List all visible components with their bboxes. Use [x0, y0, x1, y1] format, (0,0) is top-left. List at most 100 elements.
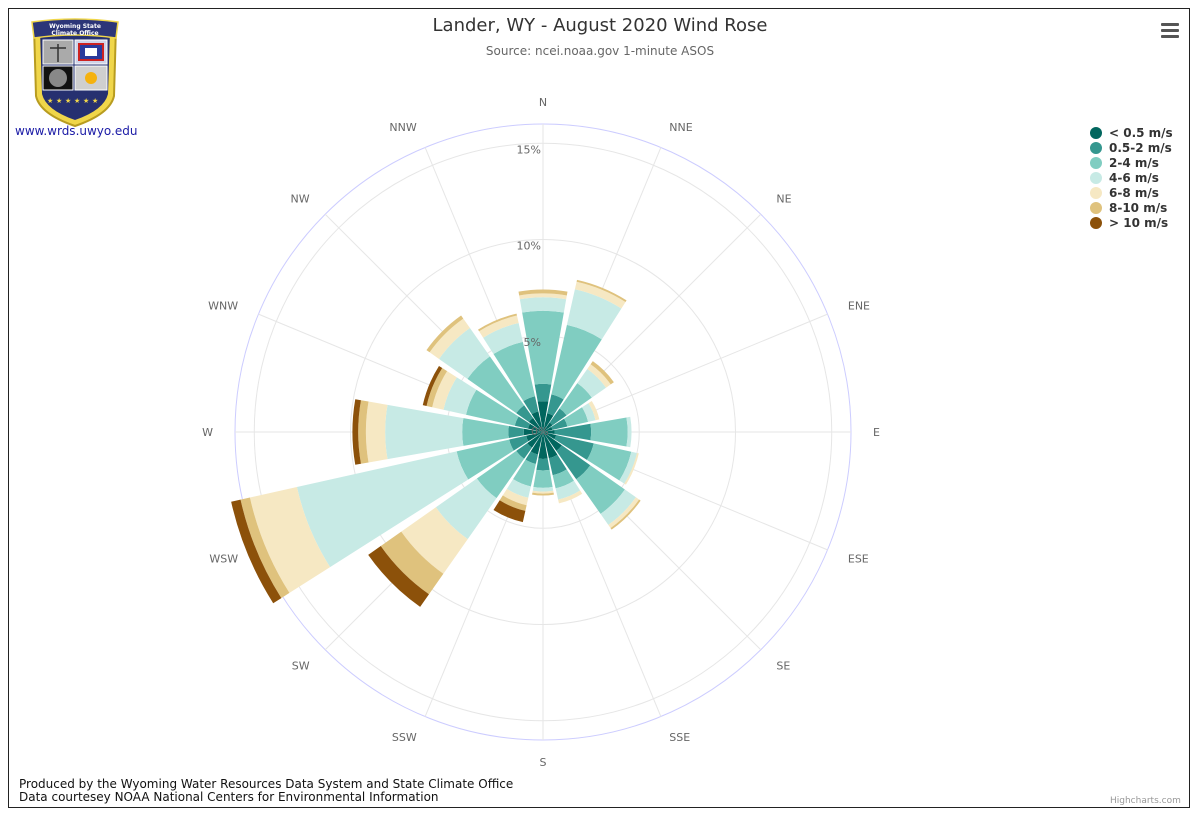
bar-WSW-series-1[interactable]	[509, 435, 529, 451]
bar-W-series-0[interactable]	[523, 428, 543, 436]
bar-SE-series-1[interactable]	[556, 445, 591, 480]
bar-S-series-2[interactable]	[533, 469, 553, 488]
bar-S-series-3[interactable]	[532, 486, 554, 492]
bar-WNW-series-3[interactable]	[443, 377, 477, 415]
bar-WNW-series-2[interactable]	[465, 389, 519, 426]
bar-SW-series-0[interactable]	[527, 432, 543, 448]
bar-NW-series-3[interactable]	[439, 328, 490, 379]
bar-S-series-4[interactable]	[532, 490, 554, 494]
bar-W-series-5[interactable]	[358, 400, 369, 464]
bar-NW-series-2[interactable]	[467, 356, 525, 414]
bar-NNW-series-5[interactable]	[478, 313, 517, 332]
bar-NNW-series-0[interactable]	[531, 411, 543, 432]
bar-E-series-0[interactable]	[543, 430, 555, 434]
legend-item[interactable]: > 10 m/s	[1090, 215, 1173, 230]
bar-NNW-series-3[interactable]	[483, 323, 523, 354]
bar-SW-series-1[interactable]	[516, 443, 532, 459]
bar-WNW-series-6[interactable]	[422, 365, 443, 406]
bar-WSW-series-4[interactable]	[249, 487, 331, 593]
bar-SE-series-2[interactable]	[576, 465, 625, 514]
bar-SE-series-3[interactable]	[600, 489, 636, 525]
bar-ESE-series-3[interactable]	[619, 451, 637, 484]
bar-NNW-series-2[interactable]	[493, 341, 536, 402]
bar-SSE-series-2[interactable]	[552, 469, 574, 489]
bar-SSW-series-5[interactable]	[499, 495, 527, 511]
bar-NE-series-0[interactable]	[543, 422, 553, 432]
legend-item[interactable]: < 0.5 m/s	[1090, 125, 1173, 140]
bar-NW-series-4[interactable]	[429, 318, 470, 359]
context-menu-button[interactable]	[1158, 20, 1182, 42]
bar-W-series-4[interactable]	[365, 401, 388, 463]
bar-ESE-series-2[interactable]	[586, 443, 632, 481]
bar-N-series-3[interactable]	[519, 297, 567, 313]
bar-SW-series-5[interactable]	[380, 531, 444, 595]
bar-WSW-series-0[interactable]	[526, 432, 543, 442]
bar-E-series-3[interactable]	[626, 416, 632, 448]
bar-NNW-series-4[interactable]	[479, 315, 519, 338]
bar-ENE-series-2[interactable]	[564, 407, 589, 427]
legend-item[interactable]: 6-8 m/s	[1090, 185, 1173, 200]
bar-WNW-series-1[interactable]	[514, 416, 530, 429]
legend-item[interactable]: 0.5-2 m/s	[1090, 140, 1173, 155]
bar-NE-series-2[interactable]	[559, 383, 592, 416]
bar-NNE-series-0[interactable]	[543, 413, 554, 432]
bar-SE-series-0[interactable]	[543, 432, 562, 451]
bar-ESE-series-4[interactable]	[624, 452, 639, 485]
bar-NE-series-1[interactable]	[549, 408, 567, 426]
legend-item[interactable]: 8-10 m/s	[1090, 200, 1173, 215]
bar-NW-series-0[interactable]	[528, 417, 543, 432]
bar-N-series-2[interactable]	[522, 310, 564, 385]
bar-N-series-0[interactable]	[537, 401, 549, 432]
bar-NNE-series-5[interactable]	[576, 279, 627, 302]
bar-SW-series-3[interactable]	[435, 478, 497, 540]
bar-NW-series-5[interactable]	[426, 315, 464, 353]
highcharts-credit[interactable]: Highcharts.com	[1110, 796, 1181, 806]
bar-N-series-1[interactable]	[534, 383, 552, 402]
bar-WSW-series-5[interactable]	[240, 497, 290, 599]
bar-ENE-series-1[interactable]	[551, 418, 568, 430]
bar-NNE-series-1[interactable]	[547, 394, 564, 416]
bar-SE-series-5[interactable]	[610, 499, 641, 530]
bar-NNE-series-2[interactable]	[551, 324, 602, 400]
bar-NE-series-3[interactable]	[577, 369, 606, 398]
bar-S-series-5[interactable]	[532, 492, 554, 496]
bar-N-series-4[interactable]	[519, 293, 567, 300]
bar-SSE-series-0[interactable]	[543, 432, 558, 459]
bar-W-series-3[interactable]	[385, 404, 464, 460]
bar-SW-series-6[interactable]	[368, 546, 429, 607]
bar-ENE-series-0[interactable]	[543, 426, 553, 432]
bar-SW-series-2[interactable]	[476, 450, 525, 499]
bar-WNW-series-0[interactable]	[527, 423, 543, 432]
bar-WNW-series-4[interactable]	[432, 371, 457, 410]
bar-NNW-series-1[interactable]	[523, 396, 539, 415]
bar-WNW-series-5[interactable]	[426, 368, 448, 408]
bar-W-series-1[interactable]	[508, 426, 525, 438]
bar-NE-series-4[interactable]	[587, 364, 611, 388]
bar-WSW-series-6[interactable]	[231, 499, 282, 604]
bar-SE-series-4[interactable]	[608, 497, 640, 529]
bar-N-series-5[interactable]	[518, 289, 568, 296]
bar-S-series-1[interactable]	[536, 458, 550, 471]
bar-SSW-series-1[interactable]	[525, 451, 538, 464]
bar-SW-series-4[interactable]	[401, 507, 468, 574]
bar-SSW-series-0[interactable]	[530, 432, 543, 455]
bar-SSW-series-2[interactable]	[513, 459, 536, 487]
bar-WSW-series-2[interactable]	[456, 439, 514, 480]
bar-SSE-series-3[interactable]	[555, 480, 581, 500]
legend-item[interactable]: 2-4 m/s	[1090, 155, 1173, 170]
bar-ESE-series-0[interactable]	[543, 432, 557, 440]
bar-NNE-series-4[interactable]	[574, 281, 626, 309]
bar-NW-series-1[interactable]	[516, 405, 534, 423]
bar-SSE-series-4[interactable]	[558, 490, 583, 504]
bar-WSW-series-3[interactable]	[296, 451, 469, 568]
bar-ENE-series-3[interactable]	[582, 403, 596, 422]
bar-S-series-0[interactable]	[538, 432, 548, 459]
bar-SSW-series-4[interactable]	[502, 488, 529, 506]
bar-W-series-2[interactable]	[462, 418, 509, 446]
website-link[interactable]: www.wrds.uwyo.edu	[15, 124, 138, 138]
bar-ESE-series-1[interactable]	[554, 434, 594, 460]
bar-SSE-series-1[interactable]	[548, 454, 567, 476]
legend-item[interactable]: 4-6 m/s	[1090, 170, 1173, 185]
bar-SSW-series-6[interactable]	[493, 500, 526, 523]
bar-E-series-2[interactable]	[590, 417, 628, 447]
